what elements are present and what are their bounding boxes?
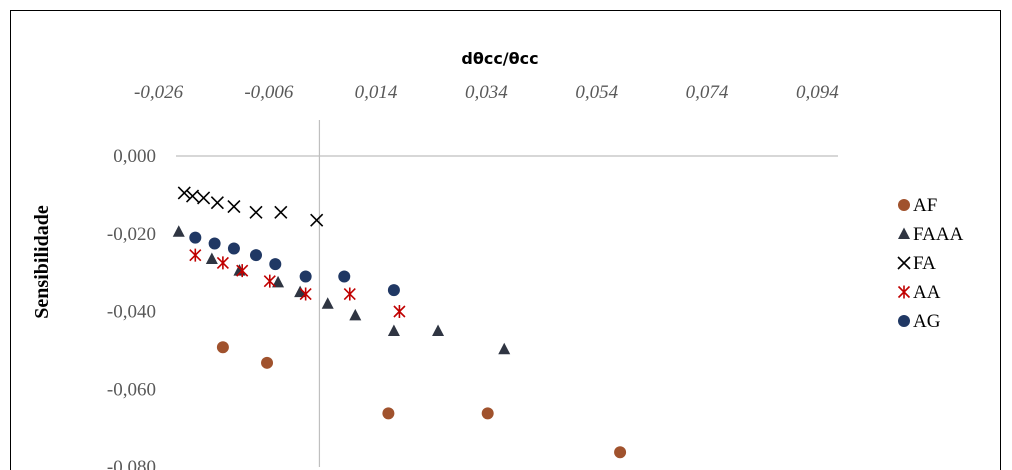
legend-marker-faaa — [898, 227, 910, 239]
data-point-af — [481, 407, 494, 420]
y-tick-label: -0,060 — [107, 379, 156, 400]
y-tick-label: -0,080 — [107, 457, 156, 470]
x-tick-label: 0,054 — [575, 82, 618, 103]
data-point-fa — [310, 213, 324, 227]
x-tick-label: 0,074 — [686, 82, 729, 103]
legend-label: FA — [913, 253, 936, 274]
data-point-ag — [249, 249, 262, 262]
series-ag — [189, 231, 400, 297]
data-point-fa — [197, 191, 211, 205]
axes — [176, 120, 838, 467]
data-point-aa — [343, 287, 356, 301]
data-point-aa — [393, 305, 406, 318]
data-point-aa — [189, 248, 202, 262]
data-point-ag — [189, 231, 202, 244]
legend-marker-ag — [898, 315, 910, 327]
data-point-ag — [227, 242, 240, 255]
y-tick-label: 0,000 — [113, 146, 156, 167]
legend-label: AG — [913, 311, 941, 332]
data-point-aa — [216, 256, 229, 270]
series-af — [216, 341, 627, 459]
data-point-fa — [274, 205, 288, 219]
y-axis-title: Sensibilidade — [31, 205, 53, 319]
x-tick-label: 0,094 — [796, 82, 839, 103]
legend-label: FAAA — [913, 224, 964, 245]
data-point-faaa — [172, 225, 185, 237]
data-point-faaa — [294, 285, 307, 298]
data-point-af — [382, 407, 395, 420]
legend-item-faaa: FAAA — [898, 224, 964, 245]
data-point-fa — [210, 196, 224, 210]
data-point-ag — [269, 258, 282, 271]
series-fa — [177, 186, 324, 227]
legend-marker-af — [898, 199, 910, 211]
series-faaa — [172, 225, 511, 355]
chart-border — [10, 10, 1001, 470]
data-point-aa — [263, 274, 276, 288]
y-tick-label: -0,040 — [107, 302, 156, 323]
legend-item-af: AF — [898, 195, 937, 216]
x-tick-label: -0,006 — [244, 82, 294, 103]
data-point-fa — [185, 189, 200, 203]
data-point-ag — [299, 270, 312, 283]
data-point-ag — [338, 270, 351, 283]
data-point-aa — [236, 264, 249, 278]
data-point-af — [216, 341, 229, 354]
x-tick-label: 0,014 — [355, 82, 398, 103]
x-tick-label: 0,034 — [465, 82, 508, 103]
legend-item-ag: AG — [898, 311, 941, 332]
data-point-fa — [227, 199, 241, 214]
x-axis-title: dθcc/θcc — [461, 49, 538, 68]
data-point-ag — [208, 237, 221, 250]
data-point-faaa — [498, 342, 511, 355]
legend-item-fa: FA — [897, 253, 936, 274]
data-point-af — [261, 356, 274, 369]
data-point-faaa — [387, 324, 400, 336]
data-point-faaa — [272, 275, 285, 288]
data-point-ag — [387, 284, 400, 297]
legend-marker-aa — [897, 285, 911, 299]
data-point-aa — [299, 287, 312, 301]
data-point-faaa — [432, 324, 445, 336]
data-point-faaa — [349, 308, 362, 321]
data-point-faaa — [321, 297, 334, 309]
x-tick-label: -0,026 — [134, 82, 184, 103]
y-tick-label: -0,020 — [107, 224, 156, 245]
legend-marker-fa — [897, 256, 911, 270]
data-points — [172, 186, 627, 459]
series-aa — [189, 248, 406, 318]
legend-item-aa: AA — [897, 282, 941, 303]
data-point-faaa — [205, 252, 218, 265]
data-point-fa — [177, 186, 191, 200]
data-point-fa — [249, 205, 263, 219]
legend-label: AF — [913, 195, 937, 216]
data-point-af — [614, 446, 627, 459]
tick-labels: -0,026 -0,006 0,014 0,034 0,054 0,074 0,094 0,0… — [107, 82, 839, 470]
legend-label: AA — [913, 282, 941, 303]
